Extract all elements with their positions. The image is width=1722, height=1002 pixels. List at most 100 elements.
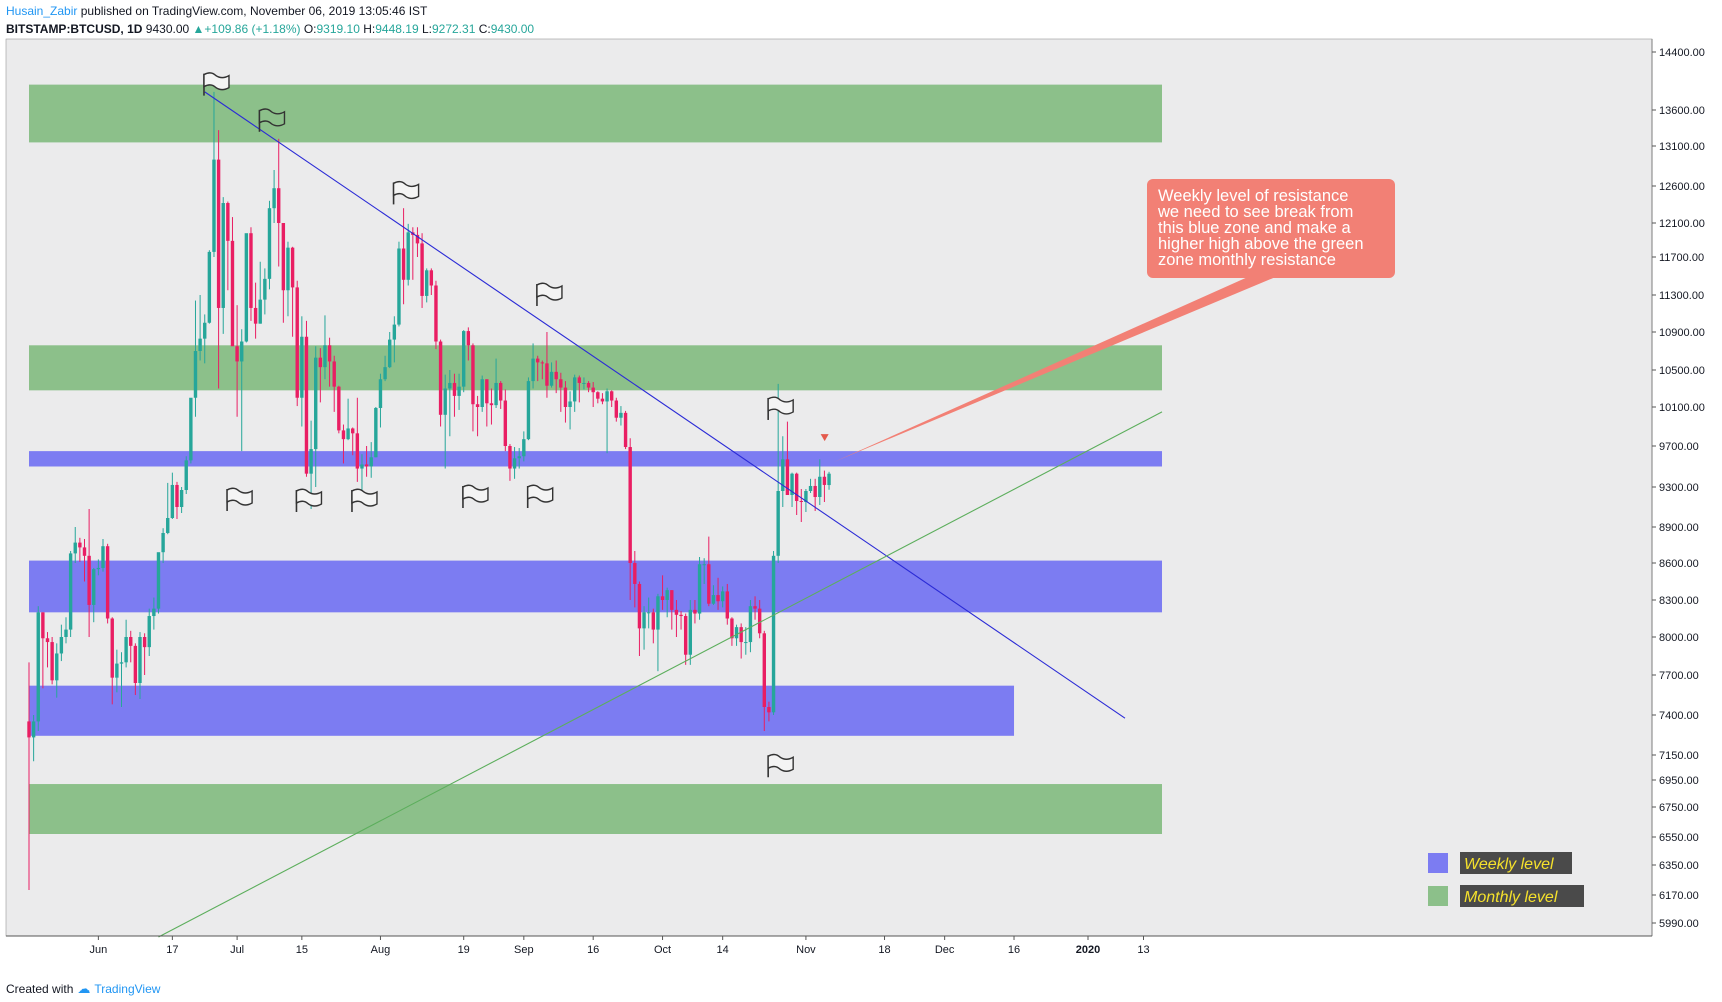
weekly-zone (29, 451, 1163, 467)
candle (240, 329, 244, 452)
tradingview-brand-link[interactable]: TradingView (94, 982, 161, 996)
candle-body (124, 637, 128, 663)
svg-text:we need to see break from: we need to see break from (1157, 203, 1353, 221)
candle-body (577, 377, 582, 383)
candle (480, 375, 484, 412)
candle (633, 551, 637, 608)
candle-body (443, 388, 447, 415)
candle-body (332, 361, 336, 387)
candle-body (596, 392, 600, 399)
price-tick-label: 12100.00 (1659, 218, 1705, 230)
candle (388, 332, 392, 369)
candle-body (554, 371, 558, 380)
candle (448, 370, 452, 437)
candle (605, 388, 609, 454)
symbol-label[interactable]: BITSTAMP:BTCUSD, 1D (6, 22, 143, 36)
candle-body (286, 247, 290, 291)
candle (45, 632, 50, 668)
candle (142, 633, 147, 675)
candle (753, 596, 757, 620)
candle-body (300, 336, 304, 398)
candle-body (68, 553, 73, 630)
flag-icon (767, 396, 794, 420)
candle (822, 470, 827, 502)
candle (124, 619, 128, 668)
candle-body (799, 501, 803, 502)
candle-body (549, 371, 554, 386)
candle (290, 246, 295, 337)
candle (105, 543, 110, 624)
candle (59, 624, 64, 662)
candle-body (415, 234, 420, 244)
candle-body (314, 357, 318, 450)
candle (582, 377, 586, 390)
marker-arrow-icon (820, 434, 829, 442)
candle (87, 509, 91, 637)
candle (508, 444, 512, 481)
candle (295, 280, 299, 407)
candle-body (189, 397, 193, 461)
candle (628, 438, 632, 600)
candle-body (586, 382, 591, 388)
candle-body (818, 476, 822, 497)
candle-body (744, 642, 748, 644)
flag-icon (295, 488, 323, 512)
flag-cloth (226, 487, 253, 506)
candle-body (531, 358, 535, 382)
time-axis[interactable]: Jun 17 Jul 15 Aug 19 Sep 16 Oct 14 Nov 18 Dec 16 2020 1… (6, 935, 1652, 956)
time-tick-label: 13 (1137, 944, 1149, 956)
candle (535, 355, 540, 382)
candle-body (341, 430, 346, 440)
author-link[interactable]: Husain_Zabir (6, 4, 78, 18)
legend-weekly-bg (1460, 852, 1572, 874)
candle-body (623, 412, 628, 448)
candle (683, 613, 688, 665)
candle (318, 348, 323, 403)
candle-body (559, 379, 563, 388)
price-tick-label: 6170.00 (1659, 890, 1699, 902)
candle-body (614, 400, 619, 418)
candle (119, 652, 124, 707)
candle (591, 382, 595, 407)
candle (96, 559, 101, 576)
candle-body (642, 612, 646, 629)
annotation-box (1147, 179, 1395, 278)
candle-body (170, 484, 175, 518)
candle (175, 481, 179, 519)
candle-body (494, 382, 498, 406)
price-tick-label: 8900.00 (1659, 522, 1699, 534)
price-chart[interactable]: Weekly level of resistance we need to se… (0, 0, 1722, 975)
price-tick-label: 10900.00 (1659, 327, 1705, 339)
candle (133, 643, 138, 695)
candle (221, 197, 225, 334)
candle-body (762, 633, 766, 707)
candle-body (568, 401, 572, 407)
candle-body (582, 382, 586, 384)
annotation-pointer (833, 276, 1278, 463)
price-tick-label: 14400.00 (1659, 47, 1705, 59)
tradingview-logo-icon: ☁ (77, 981, 91, 996)
candle-body (429, 270, 434, 286)
candle-body (790, 473, 794, 495)
flag-icon (226, 487, 253, 511)
candle-body (142, 637, 147, 648)
candle (688, 600, 693, 665)
candle (781, 436, 785, 507)
candle-body (452, 382, 457, 396)
flag-cloth (536, 282, 563, 301)
candle-body (50, 642, 54, 681)
candle-body (64, 629, 68, 637)
candle (203, 314, 207, 364)
candle (346, 398, 350, 441)
annotation-callout[interactable]: Weekly level of resistance we need to se… (820, 179, 1395, 463)
candle (614, 397, 619, 422)
candle (337, 385, 341, 434)
candle-body (517, 456, 521, 459)
candle (267, 200, 272, 290)
candle-body (600, 398, 605, 402)
candle-body (92, 569, 96, 605)
candle-body (161, 533, 165, 553)
candle (670, 590, 674, 630)
candle (549, 362, 554, 388)
candle-body (827, 473, 831, 486)
